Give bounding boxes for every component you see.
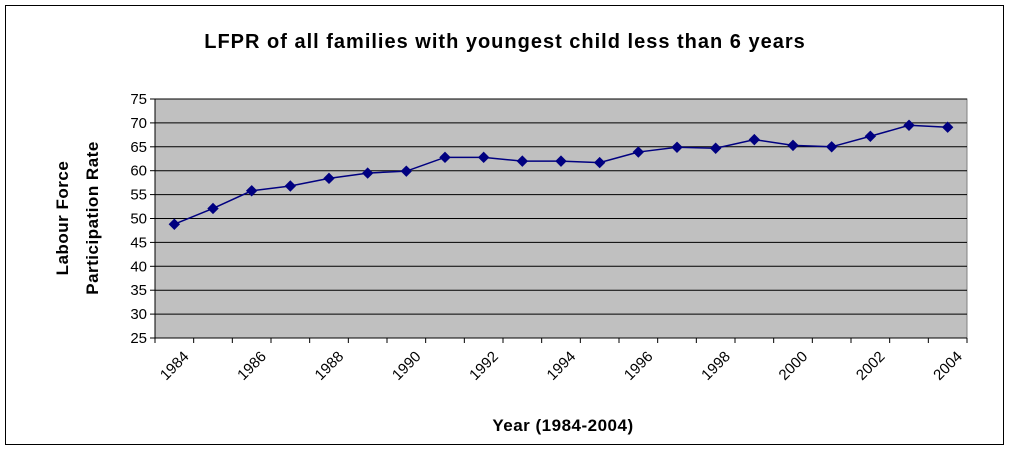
y-tick-label: 25 (130, 330, 147, 347)
y-tick-label: 55 (130, 187, 147, 204)
data-point-marker (787, 139, 799, 152)
data-point-marker (284, 180, 297, 192)
y-axis-title-line-1: Labour Force (53, 161, 72, 276)
x-tick-label: 2000 (776, 348, 812, 384)
data-point-marker (439, 151, 451, 164)
data-point-marker (516, 155, 529, 167)
data-point-marker (555, 155, 567, 167)
chart-title: LFPR of all families with youngest child… (204, 31, 805, 53)
y-tick-label: 65 (130, 139, 147, 156)
data-point-marker (825, 141, 838, 153)
data-point-marker (245, 185, 258, 197)
y-axis-title-line-2: Participation Rate (83, 141, 102, 295)
data-point-marker (207, 202, 219, 215)
data-series (168, 119, 954, 230)
y-tick-label: 75 (130, 91, 147, 108)
data-point-marker (903, 119, 915, 131)
y-tick-label: 45 (130, 234, 147, 251)
y-axis: 25 30 35 40 45 50 55 60 65 70 75 (130, 91, 156, 347)
x-tick-label: 1988 (312, 348, 348, 384)
y-tick-label: 50 (130, 211, 147, 228)
data-point-marker (361, 167, 374, 179)
data-point-marker (593, 156, 606, 169)
x-tick-label: 1992 (466, 348, 502, 384)
x-tick-label: 1984 (157, 348, 193, 384)
data-point-marker (168, 218, 181, 230)
x-tick-label: 2004 (930, 348, 966, 384)
x-axis: 1984 1986 1988 1990 1992 1994 1996 1998 2000 2002… (154, 337, 968, 384)
x-tick-label: 2002 (853, 348, 889, 384)
data-point-marker (323, 172, 335, 185)
y-tick-label: 35 (130, 282, 147, 299)
data-point-marker (941, 121, 954, 133)
data-point-marker (400, 165, 413, 177)
data-point-marker (671, 141, 683, 153)
x-axis-title: Year (1984-2004) (492, 416, 633, 435)
x-tick-label: 1990 (389, 348, 425, 384)
x-tick-label: 1986 (234, 348, 270, 384)
data-point-marker (864, 130, 877, 142)
x-tick-label: 1994 (544, 348, 580, 384)
data-point-marker (477, 151, 490, 164)
data-point-marker (632, 146, 645, 158)
data-point-marker (748, 133, 761, 146)
y-tick-label: 40 (130, 258, 147, 275)
y-tick-label: 30 (130, 306, 147, 323)
y-tick-label: 60 (130, 163, 147, 180)
y-tick-label: 70 (130, 115, 147, 132)
data-point-marker (709, 142, 722, 154)
x-tick-label: 1996 (621, 348, 657, 384)
x-tick-label: 1998 (698, 348, 734, 384)
